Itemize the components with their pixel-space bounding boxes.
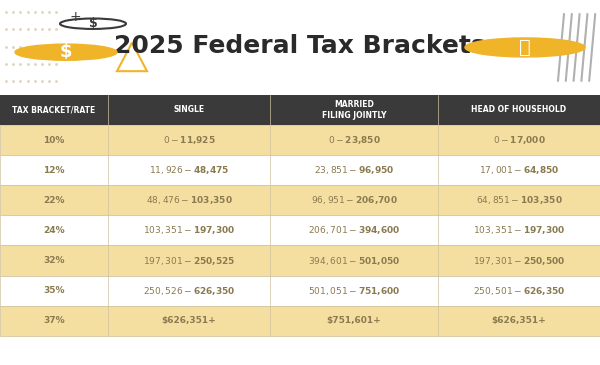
Text: $11,926 - $48,475: $11,926 - $48,475 bbox=[149, 164, 229, 176]
Text: $626,351+: $626,351+ bbox=[161, 316, 217, 325]
FancyBboxPatch shape bbox=[0, 185, 600, 215]
Text: 22%: 22% bbox=[43, 196, 65, 205]
Text: 2025 Federal Tax Brackets: 2025 Federal Tax Brackets bbox=[114, 34, 486, 58]
Text: +: + bbox=[69, 10, 81, 24]
Text: $626,351+: $626,351+ bbox=[491, 316, 547, 325]
Text: $: $ bbox=[89, 17, 97, 30]
Text: $103,351 - $197,300: $103,351 - $197,300 bbox=[473, 224, 565, 237]
Circle shape bbox=[15, 44, 117, 60]
Text: 🎓: 🎓 bbox=[12, 345, 19, 356]
FancyBboxPatch shape bbox=[0, 125, 600, 155]
Text: 10%: 10% bbox=[43, 135, 65, 145]
Text: $48,476 - $103,350: $48,476 - $103,350 bbox=[146, 194, 232, 206]
Text: $103,351 - $197,300: $103,351 - $197,300 bbox=[143, 224, 235, 237]
FancyBboxPatch shape bbox=[0, 306, 600, 336]
Text: $394,601 - $501,050: $394,601 - $501,050 bbox=[308, 254, 400, 266]
Text: $206,701 - $394,600: $206,701 - $394,600 bbox=[308, 224, 400, 237]
Text: THE COLLEGE INVESTOR: THE COLLEGE INVESTOR bbox=[54, 346, 167, 355]
Text: 24%: 24% bbox=[43, 226, 65, 235]
Text: 37%: 37% bbox=[43, 316, 65, 325]
Text: 🏛: 🏛 bbox=[519, 38, 531, 57]
Circle shape bbox=[465, 38, 585, 57]
Text: $: $ bbox=[60, 43, 72, 61]
Text: HEAD OF HOUSEHOLD: HEAD OF HOUSEHOLD bbox=[472, 105, 566, 115]
Text: $64,851 - $103,350: $64,851 - $103,350 bbox=[476, 194, 562, 206]
Text: $0 - $11,925: $0 - $11,925 bbox=[163, 134, 215, 146]
Text: $197,301 - $250,525: $197,301 - $250,525 bbox=[143, 254, 235, 266]
Text: $751,601+: $751,601+ bbox=[326, 316, 382, 325]
Text: $96,951 - $206,700: $96,951 - $206,700 bbox=[311, 194, 397, 206]
Text: TAX BRACKET/RATE: TAX BRACKET/RATE bbox=[13, 105, 95, 115]
Text: $0 - $23,850: $0 - $23,850 bbox=[328, 134, 380, 146]
Text: Source: TheCollegeInvestor.com: Source: TheCollegeInvestor.com bbox=[452, 346, 588, 355]
Text: $250,526 - $626,350: $250,526 - $626,350 bbox=[143, 285, 235, 297]
FancyBboxPatch shape bbox=[0, 276, 600, 306]
Text: 35%: 35% bbox=[43, 286, 65, 295]
FancyBboxPatch shape bbox=[0, 215, 600, 245]
Text: $17,001 - $64,850: $17,001 - $64,850 bbox=[479, 164, 559, 176]
Text: $250,501 - $626,350: $250,501 - $626,350 bbox=[473, 285, 565, 297]
FancyBboxPatch shape bbox=[0, 95, 600, 125]
Text: 32%: 32% bbox=[43, 256, 65, 265]
Text: $0 - $17,000: $0 - $17,000 bbox=[493, 134, 545, 146]
Text: $501,051 - $751,600: $501,051 - $751,600 bbox=[308, 285, 400, 297]
FancyBboxPatch shape bbox=[0, 245, 600, 276]
Text: $197,301 - $250,500: $197,301 - $250,500 bbox=[473, 254, 565, 266]
Text: $23,851 - $96,950: $23,851 - $96,950 bbox=[314, 164, 394, 176]
Text: 12%: 12% bbox=[43, 166, 65, 175]
Text: MARRIED
FILING JOINTLY: MARRIED FILING JOINTLY bbox=[322, 100, 386, 120]
FancyBboxPatch shape bbox=[0, 155, 600, 185]
Text: SINGLE: SINGLE bbox=[173, 105, 205, 115]
